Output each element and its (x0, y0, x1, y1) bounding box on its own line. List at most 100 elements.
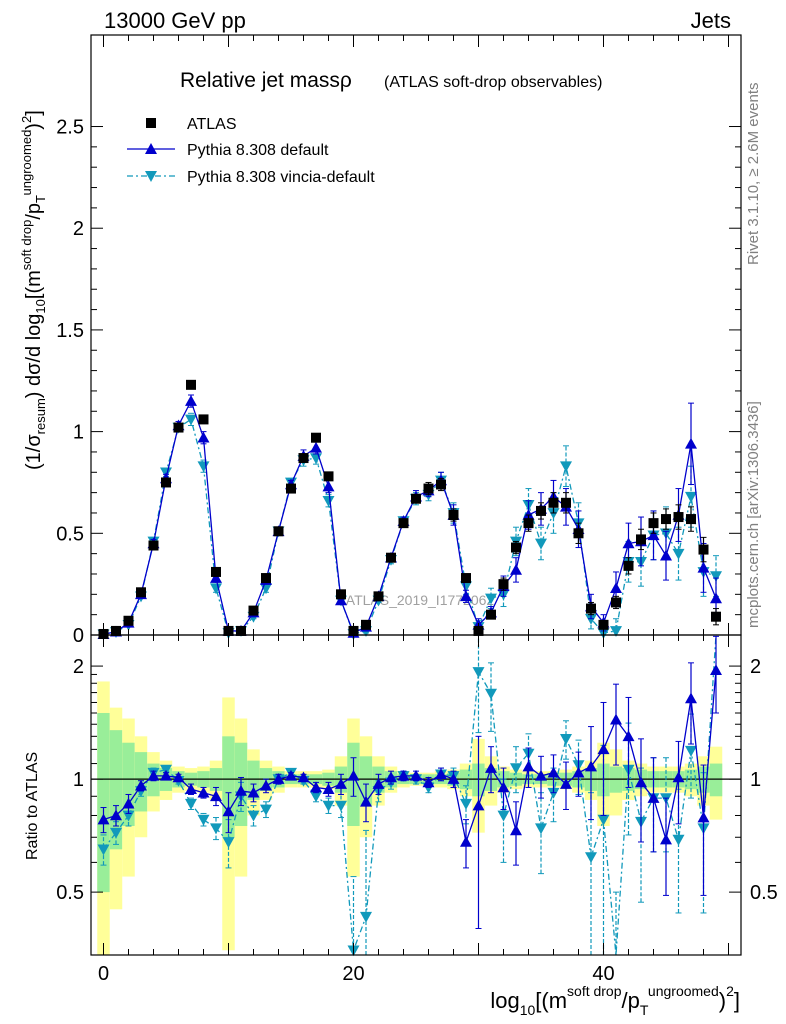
ratio-pythia_default-point (697, 811, 710, 823)
ratio-pythia_default-point (610, 713, 622, 725)
ratio-vincia-point (535, 823, 547, 835)
legend-marker-triangle-up-icon (145, 143, 157, 154)
pythia_default-point (460, 590, 472, 602)
data-point (423, 483, 434, 494)
data-point (611, 597, 621, 608)
pythia_default-point (685, 437, 697, 449)
ratio-vincia-point (585, 852, 597, 864)
ratio-pythia_default-point (710, 664, 722, 676)
vincia-point (460, 581, 472, 593)
data-point (398, 518, 409, 529)
y-tick-label: 1.5 (56, 320, 84, 342)
x-tick-label: 0 (98, 963, 109, 985)
vincia-point (560, 461, 572, 473)
y-tick-label: 2 (73, 218, 84, 240)
pythia_default-point (185, 395, 197, 406)
ratio-pythia_default-point (672, 771, 685, 783)
pythia_default-point (660, 549, 672, 561)
pythia_default-point (622, 537, 635, 549)
data-point (136, 587, 146, 598)
ratio-pythia_default-point (522, 760, 535, 772)
vincia-point (610, 626, 622, 637)
pythia_default-point (610, 582, 622, 594)
ratio-pythia_default-point (110, 809, 122, 821)
ratio-pythia_default-point (422, 776, 435, 788)
ratio-pythia_default-series (97, 635, 722, 930)
ratio-pythia_default-point (222, 805, 235, 817)
ratio-pythia_default-point (360, 795, 372, 807)
ratio-y-tick-label: 0.5 (56, 882, 84, 904)
ratio-pythia_default-point (335, 778, 347, 789)
data-point (298, 453, 309, 464)
ratio-pythia_default-point (372, 778, 385, 789)
data-point (186, 379, 196, 390)
data-point (311, 432, 321, 443)
data-point (686, 514, 696, 525)
pythia_default-point (522, 509, 535, 520)
vincia-point (197, 461, 210, 473)
ratio-pythia_default-point (597, 743, 610, 755)
data-point (673, 512, 684, 523)
ratio-vincia-point (460, 798, 472, 810)
y-tick-label: 0 (73, 625, 84, 647)
ratio-pythia_default-point (285, 769, 297, 781)
data-point (323, 471, 334, 482)
ratio-pythia_default-point (385, 771, 397, 783)
data-point (661, 514, 671, 525)
ratio-plot-frame (90, 634, 742, 956)
ratio-pythia_default-point (210, 790, 222, 802)
uncertainty-band-green (247, 760, 260, 800)
pythia_default-point (335, 594, 347, 606)
legend-label: Pythia 8.308 vincia-default (187, 169, 375, 186)
ratio-y-tick-label-right: 2 (750, 656, 761, 678)
data-point (173, 422, 184, 433)
ratio-vincia-point (360, 911, 372, 923)
ratio-pythia_default-point (435, 768, 447, 780)
pythia_default-point (322, 480, 335, 492)
ratio-pythia_default-point (297, 771, 310, 783)
y-tick-label: 0.5 (56, 523, 84, 545)
header-analysis-label: Jets (690, 8, 731, 33)
ratio-pythia_default-point (535, 769, 547, 781)
legend-marker-triangle-down-icon (145, 171, 157, 182)
ratio-pythia_default-point (585, 760, 597, 772)
legend-label: ATLAS (187, 116, 237, 133)
ratio-pythia_default-point (685, 692, 697, 704)
ratio-vincia-point (110, 827, 122, 839)
legend-item-pythia-default: Pythia 8.308 default (127, 142, 329, 159)
x-tick-label: 40 (592, 963, 614, 985)
data-point (148, 540, 159, 551)
ratio-vincia-point (322, 800, 335, 812)
data-point (648, 518, 659, 529)
ratio-vincia-point (197, 814, 210, 826)
data-point (586, 603, 596, 614)
ratio-vincia-point (685, 745, 697, 757)
ratio-vincia-point (310, 791, 322, 803)
data-point (211, 566, 221, 577)
uncertainty-band-green (359, 756, 373, 806)
ratio-pythia_default-point (410, 769, 422, 781)
ratio-pythia_default-point (572, 766, 585, 778)
legend-marker-square-icon (146, 118, 156, 128)
ratio-pythia_default-point (310, 781, 322, 793)
data-point (123, 615, 134, 626)
ratio-vincia-point (97, 844, 110, 856)
data-point (511, 542, 521, 553)
ratio-vincia-point (222, 837, 235, 848)
ratio-pythia_default-point (235, 784, 247, 796)
x-tick-label: 20 (342, 963, 364, 985)
analysis-watermark: ATLAS_2019_I1772062 (346, 592, 495, 608)
ratio-vincia-point (560, 734, 572, 745)
ratio-vincia-point (485, 688, 497, 700)
ratio-vincia-point (547, 787, 560, 799)
main-y-axis-label: (1/σresum) dσ/d log10[(msoft drop/pTungr… (19, 110, 48, 470)
ratio-vincia-point (185, 798, 197, 810)
ratio-pythia_default-point (160, 769, 172, 781)
ratio-vincia-point (510, 763, 522, 775)
chart-subtitle: (ATLAS soft-drop observables) (384, 74, 602, 91)
y-tick-label: 1 (73, 422, 84, 444)
uncertainty-band-green (709, 763, 723, 797)
ratio-pythia_default-line (103, 670, 717, 845)
ratio-pythia_default-point (97, 813, 110, 825)
